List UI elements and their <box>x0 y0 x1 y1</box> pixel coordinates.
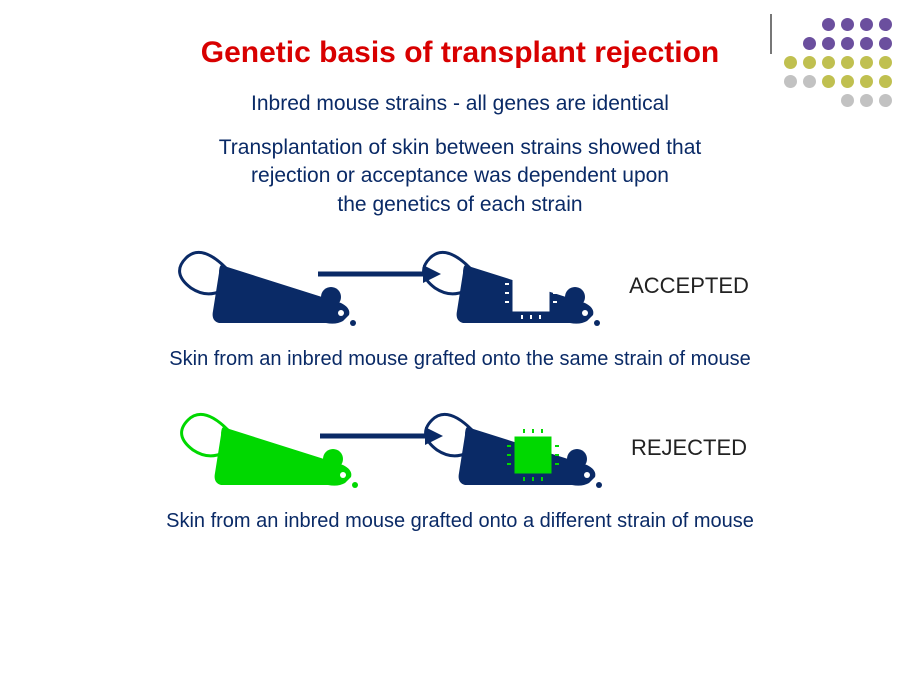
decoration-line <box>770 14 772 54</box>
accepted-caption: Skin from an inbred mouse grafted onto t… <box>60 348 860 371</box>
slide-content: Genetic basis of transplant rejection In… <box>0 0 920 533</box>
rejected-label: REJECTED <box>631 435 747 461</box>
accepted-label: ACCEPTED <box>629 273 749 299</box>
accepted-diagram-row: ACCEPTED <box>60 233 860 338</box>
description-paragraph: Transplantation of skin between strains … <box>60 134 860 219</box>
corner-dots <box>784 18 892 113</box>
rejected-caption: Skin from an inbred mouse grafted onto a… <box>60 510 860 533</box>
subtitle: Inbred mouse strains - all genes are ide… <box>60 92 860 116</box>
recipient-mouse-accepted <box>415 233 605 338</box>
recipient-mouse-rejected <box>417 395 607 500</box>
slide-title: Genetic basis of transplant rejection <box>60 36 860 70</box>
rejected-diagram-row: REJECTED <box>60 395 860 500</box>
